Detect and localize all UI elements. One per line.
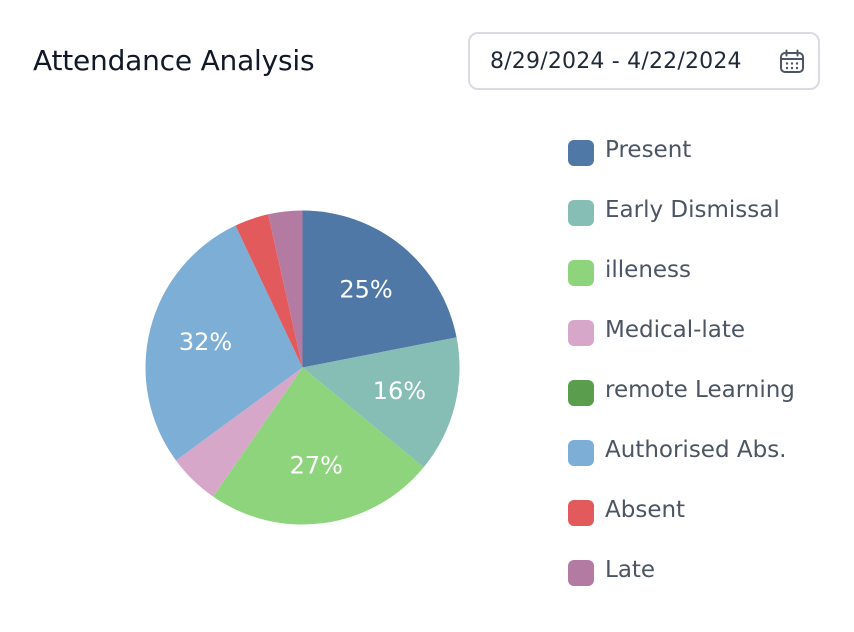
legend-label: Late [605,557,656,583]
pie-slice-medical-late[interactable] [175,367,303,497]
legend-label: Early Dismissal [605,197,780,223]
legend-swatch [568,260,594,286]
pie-slice-label: 25% [339,275,392,303]
legend-label: Authorised Abs. [605,437,787,463]
calendar-icon[interactable] [778,48,806,76]
pie-slice-authorised-abs[interactable] [145,225,303,461]
chart-legend: Present Early Dismissal illeness Medical… [568,134,838,614]
date-range-picker[interactable]: 8/29/2024 - 4/22/2024 [468,32,820,90]
legend-item-absent[interactable]: Absent [568,494,838,554]
legend-label: Absent [605,497,686,523]
legend-item-late[interactable]: Late [568,554,838,614]
pie-slice-label: 27% [290,452,343,480]
pie-slice-label: 16% [373,377,426,405]
legend-label: illeness [605,257,692,283]
pie-chart-svg: 25% 16% 27% 32% [145,210,460,525]
legend-label: Present [605,137,692,163]
attendance-pie-chart: 25% 16% 27% 32% [130,195,475,540]
pie-slice-early-dismissal[interactable] [302,337,460,468]
pie-slice-illeness[interactable] [213,367,424,525]
legend-item-remote-learning[interactable]: remote Learning [568,374,838,434]
page-title: Attendance Analysis [33,44,315,77]
legend-item-medical-late[interactable]: Medical-late [568,314,838,374]
legend-swatch [568,200,594,226]
legend-swatch [568,500,594,526]
pie-slice-present[interactable] [302,210,457,368]
legend-item-authorised-abs[interactable]: Authorised Abs. [568,434,838,494]
legend-swatch [568,440,594,466]
legend-swatch [568,140,594,166]
pie-slice-late[interactable] [268,210,303,368]
pie-slice-label: 32% [179,328,232,356]
legend-swatch [568,320,594,346]
legend-label: remote Learning [605,377,795,403]
legend-item-illeness[interactable]: illeness [568,254,838,314]
legend-swatch [568,380,594,406]
date-range-text: 8/29/2024 - 4/22/2024 [490,49,742,74]
pie-slice-absent[interactable] [235,214,303,368]
legend-swatch [568,560,594,586]
legend-item-present[interactable]: Present [568,134,838,194]
legend-item-early-dismissal[interactable]: Early Dismissal [568,194,838,254]
legend-label: Medical-late [605,317,746,343]
